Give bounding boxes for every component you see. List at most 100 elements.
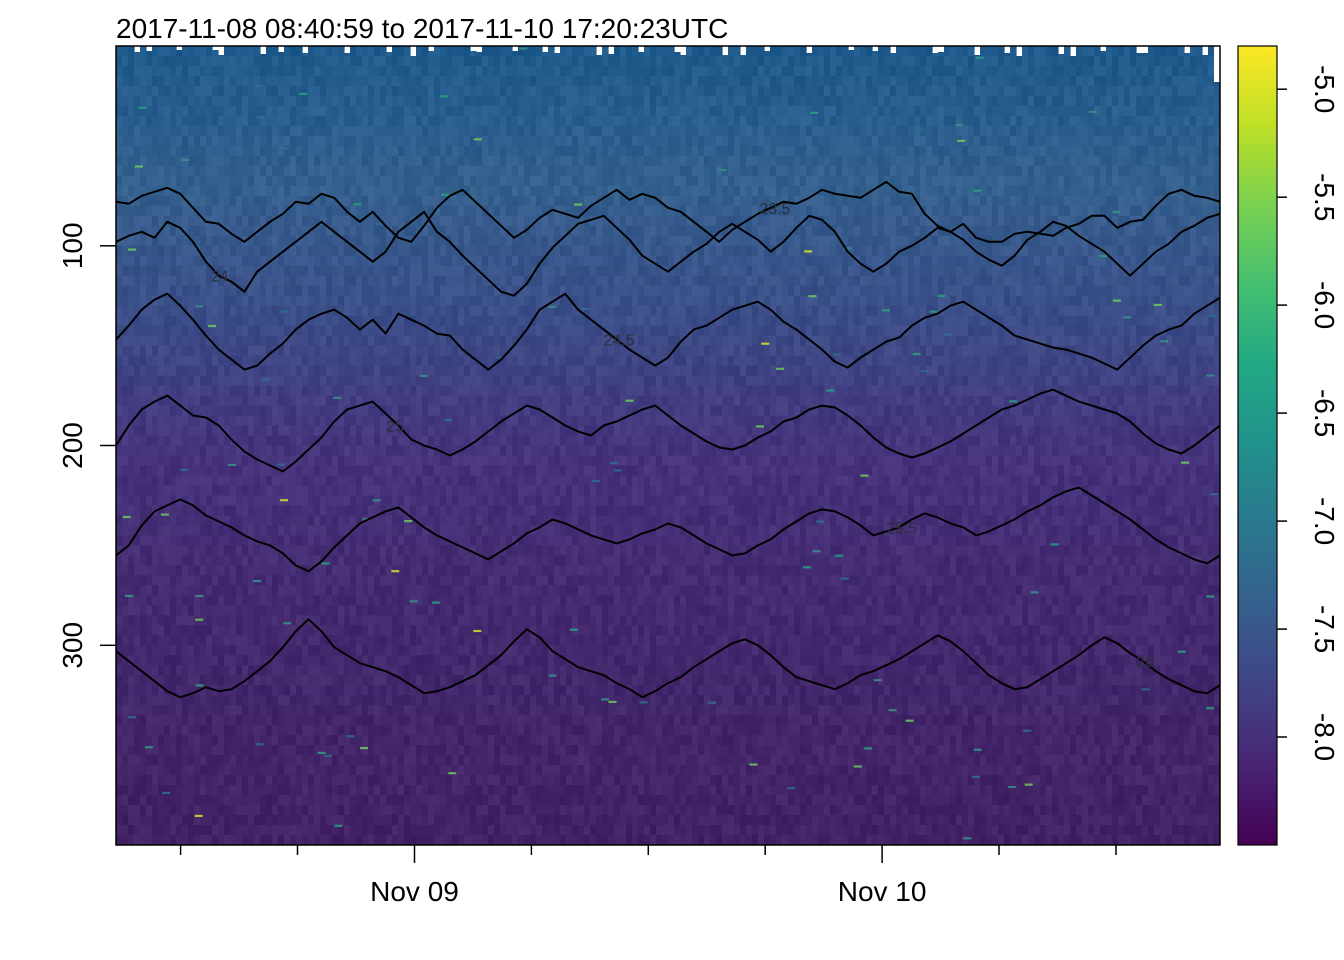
heatmap-cell xyxy=(188,515,195,526)
heatmap-cell xyxy=(452,225,459,237)
heatmap-cell xyxy=(398,555,405,566)
heatmap-cell xyxy=(302,435,309,447)
heatmap-cell xyxy=(140,65,147,77)
heatmap-cell xyxy=(386,335,393,347)
heatmap-cell xyxy=(470,685,477,696)
heatmap-cell xyxy=(464,235,471,247)
heatmap-cell xyxy=(392,785,399,796)
heatmap-cell xyxy=(416,285,423,297)
heatmap-cell xyxy=(176,255,183,267)
heatmap-cell xyxy=(194,735,201,746)
heatmap-cell xyxy=(176,165,183,177)
heatmap-cell xyxy=(380,365,387,377)
heatmap-cell xyxy=(440,285,447,297)
heatmap-cell xyxy=(362,445,369,457)
heatmap-cell xyxy=(350,155,357,167)
heatmap-cell xyxy=(392,645,399,656)
heatmap-cell xyxy=(314,575,321,586)
heatmap-cell xyxy=(338,455,345,467)
heatmap-cell xyxy=(296,745,303,756)
heatmap-cell xyxy=(194,285,201,297)
heatmap-cell xyxy=(164,455,171,467)
heatmap-cell xyxy=(476,825,483,836)
heatmap-cell xyxy=(308,295,315,307)
heatmap-cell xyxy=(398,785,405,796)
heatmap-cell xyxy=(152,215,159,227)
heatmap-cell xyxy=(464,695,471,706)
heatmap-cell xyxy=(464,655,471,666)
heatmap-cell xyxy=(170,575,177,586)
heatmap-cell xyxy=(272,615,279,626)
heatmap-cell xyxy=(176,795,183,806)
heatmap-cell xyxy=(464,815,471,826)
heatmap-cell xyxy=(326,125,333,137)
heatmap-cell xyxy=(344,675,351,686)
heatmap-cell xyxy=(254,255,261,267)
heatmap-cell xyxy=(314,705,321,716)
heatmap-cell xyxy=(200,415,207,427)
heatmap-cell xyxy=(134,375,141,387)
heatmap-cell xyxy=(218,705,225,716)
heatmap-cell xyxy=(356,555,363,566)
heatmap-cell xyxy=(302,585,309,596)
heatmap-cell xyxy=(134,805,141,816)
heatmap-cell xyxy=(344,75,351,87)
heatmap-cell xyxy=(170,755,177,766)
heatmap-cell xyxy=(380,255,387,267)
heatmap-cell xyxy=(482,515,489,526)
heatmap-cell xyxy=(206,745,213,756)
heatmap-cell xyxy=(338,135,345,147)
heatmap-cell xyxy=(188,665,195,676)
heatmap-cell xyxy=(356,335,363,347)
heatmap-cell xyxy=(152,305,159,317)
heatmap-cell xyxy=(194,435,201,447)
heatmap-cell xyxy=(470,805,477,816)
heatmap-cell xyxy=(326,235,333,247)
heatmap-cell xyxy=(392,705,399,716)
heatmap-cell xyxy=(248,46,255,57)
heatmap-cell xyxy=(128,745,135,756)
heatmap-cell xyxy=(134,745,141,756)
heatmap-cell xyxy=(410,775,417,786)
heatmap-cell xyxy=(464,625,471,636)
heatmap-cell xyxy=(176,725,183,736)
heatmap-cell xyxy=(284,525,291,536)
heatmap-cell xyxy=(158,705,165,716)
heatmap-cell xyxy=(242,585,249,596)
heatmap-cell xyxy=(284,535,291,546)
heatmap-cell xyxy=(260,155,267,167)
heatmap-cell xyxy=(290,505,297,517)
heatmap-cell xyxy=(230,275,237,287)
heatmap-cell xyxy=(320,235,327,247)
heatmap-cell xyxy=(182,215,189,227)
heatmap-cell xyxy=(254,345,261,357)
heatmap-cell xyxy=(242,835,249,845)
heatmap-cell xyxy=(320,745,327,756)
heatmap-cell xyxy=(332,775,339,786)
heatmap-cell xyxy=(338,385,345,397)
heatmap-cell xyxy=(326,515,333,526)
heatmap-cell xyxy=(176,335,183,347)
heatmap-cell xyxy=(338,545,345,556)
heatmap-cell xyxy=(398,65,405,77)
heatmap-cell xyxy=(278,565,285,576)
heatmap-cell xyxy=(158,205,165,217)
heatmap-cell xyxy=(248,695,255,706)
heatmap-cell xyxy=(404,46,411,57)
heatmap-cell xyxy=(230,175,237,187)
heatmap-cell xyxy=(446,595,453,606)
heatmap-cell xyxy=(290,525,297,536)
heatmap-cell xyxy=(290,425,297,437)
heatmap-cell xyxy=(164,555,171,566)
heatmap-cell xyxy=(344,245,351,257)
heatmap-cell xyxy=(488,165,495,177)
heatmap-cell xyxy=(278,825,285,836)
heatmap-cell xyxy=(476,555,483,566)
heatmap-cell xyxy=(344,345,351,357)
heatmap-cell xyxy=(374,745,381,756)
heatmap-cell xyxy=(392,465,399,477)
heatmap-cell xyxy=(428,685,435,696)
heatmap-cell xyxy=(302,665,309,676)
heatmap-cell xyxy=(206,695,213,706)
heatmap-cell xyxy=(374,305,381,317)
